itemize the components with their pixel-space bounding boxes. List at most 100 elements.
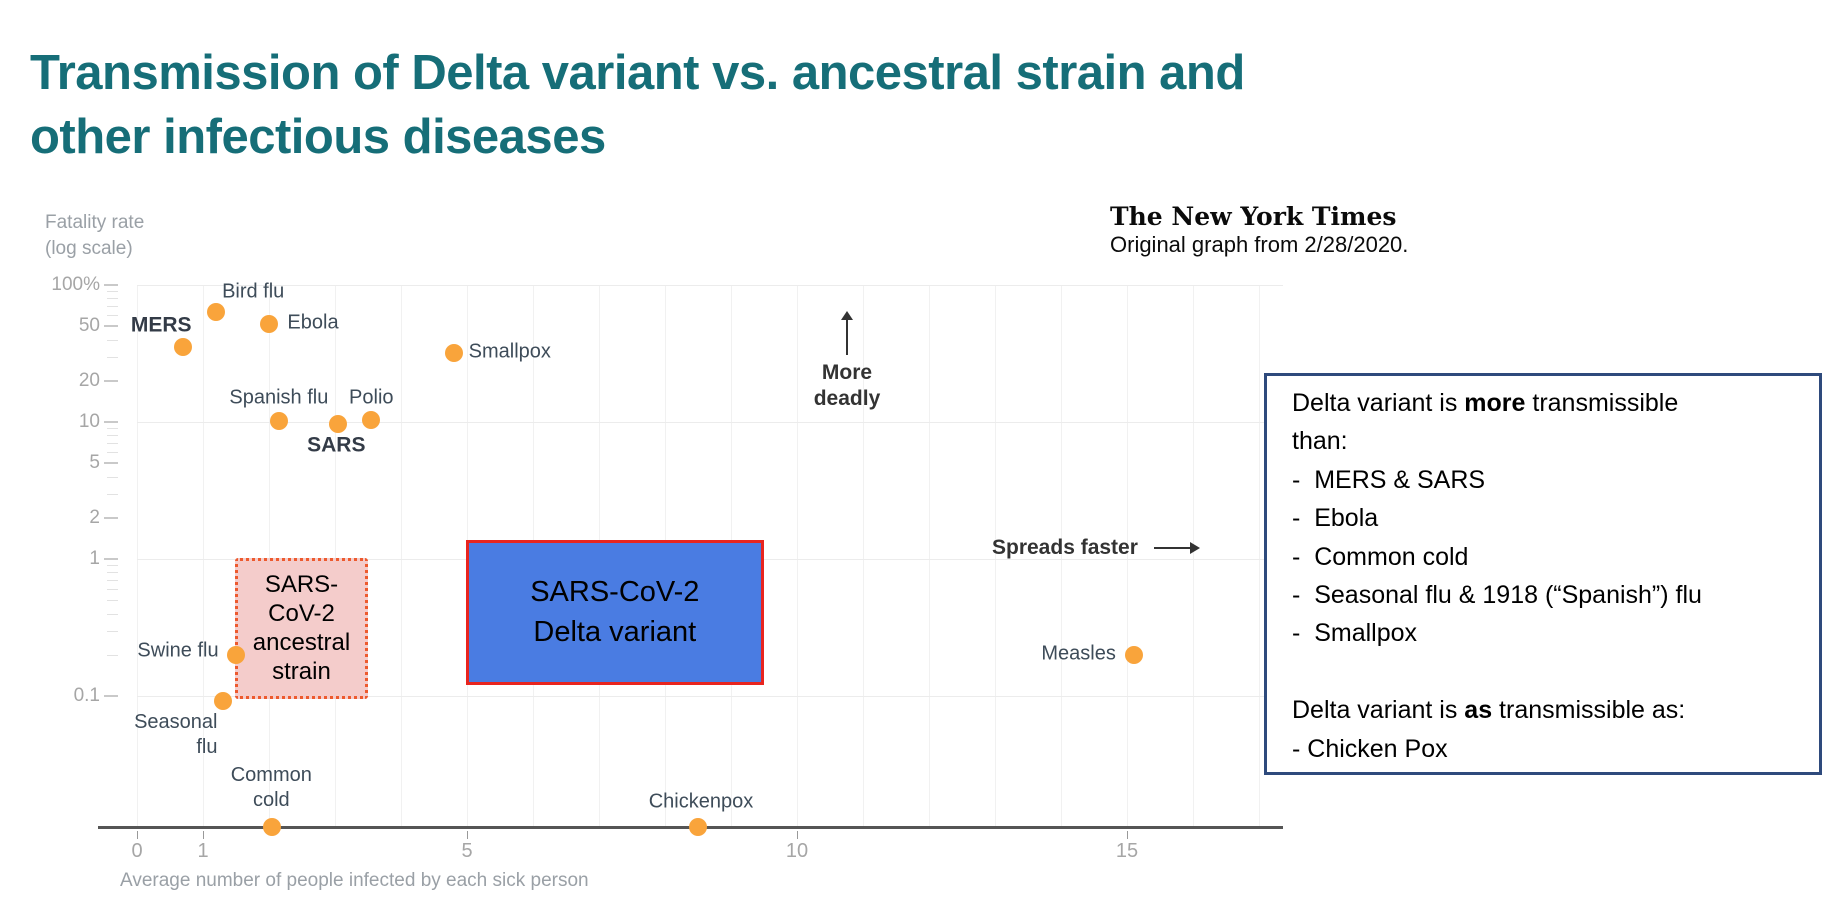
delta-variant-box-label: SARS-CoV-2 Delta variant bbox=[530, 576, 700, 649]
y-tick-label-20: 20 bbox=[78, 369, 100, 391]
attribution: The New York Times Original graph from 2… bbox=[1110, 203, 1408, 258]
data-point-sars bbox=[329, 415, 348, 434]
data-point-spanish-flu bbox=[269, 411, 288, 430]
gridline-x-17 bbox=[1259, 285, 1260, 826]
y-axis-title-line2: (log scale) bbox=[45, 238, 133, 259]
summary-panel-text: - Smallpox bbox=[1292, 619, 1418, 648]
ancestral-strain-box-label: SARS- CoV-2 ancestral strain bbox=[252, 571, 351, 686]
gridline-x-10 bbox=[797, 285, 798, 826]
summary-panel-text: - Common cold bbox=[1292, 542, 1469, 571]
summary-panel-bold-text: more bbox=[1464, 389, 1526, 417]
y-minor-tick-0.3 bbox=[107, 630, 118, 632]
y-minor-tick-90 bbox=[107, 291, 118, 293]
data-point-label-smallpox: Smallpox bbox=[468, 340, 551, 363]
y-minor-tick-7 bbox=[107, 443, 118, 445]
gridline-x-14 bbox=[1061, 285, 1062, 826]
x-tick-mark-1 bbox=[203, 831, 204, 839]
summary-panel-text bbox=[1292, 658, 1299, 686]
data-point-mers bbox=[174, 338, 193, 357]
summary-panel-text: than: bbox=[1292, 427, 1348, 456]
summary-panel-line-2: than: bbox=[1292, 422, 1819, 460]
summary-panel-text: transmissible as: bbox=[1492, 696, 1686, 725]
x-tick-label-10: 10 bbox=[785, 840, 809, 862]
gridline-x-11 bbox=[863, 285, 864, 826]
y-minor-tick-0.7 bbox=[107, 580, 118, 582]
summary-panel-line-6: - Seasonal flu & 1918 (“Spanish”) flu bbox=[1292, 576, 1819, 614]
gridline-y-0.1 bbox=[137, 696, 1283, 697]
y-tick-mark-100 bbox=[104, 284, 118, 286]
x-tick-mark-0 bbox=[137, 831, 138, 839]
y-minor-tick-0.4 bbox=[107, 613, 118, 615]
gridline-x-0 bbox=[137, 285, 138, 826]
summary-panel-line-7: - Smallpox bbox=[1292, 614, 1819, 652]
y-tick-mark-1 bbox=[104, 558, 118, 560]
summary-panel-line-8 bbox=[1292, 653, 1819, 691]
summary-panel-text: transmissible bbox=[1525, 389, 1679, 417]
data-point-polio bbox=[362, 411, 381, 430]
more-deadly-arrow-head-icon bbox=[841, 311, 853, 320]
page-title-line2: other infectious diseases bbox=[30, 109, 606, 164]
gridline-x-16 bbox=[1193, 285, 1194, 826]
summary-panel-line-1: Delta variant is more transmissible bbox=[1292, 384, 1819, 422]
gridline-x-1 bbox=[203, 285, 204, 826]
x-tick-label-1: 1 bbox=[197, 840, 209, 862]
data-point-ebola bbox=[260, 314, 278, 333]
spreads-faster-label: Spreads faster bbox=[992, 536, 1138, 559]
summary-panel-line-5: - Common cold bbox=[1292, 538, 1819, 576]
y-tick-label-2: 2 bbox=[89, 506, 100, 528]
more-deadly-arrow-line bbox=[846, 318, 848, 355]
spreads-faster-arrow-head-icon bbox=[1190, 542, 1200, 554]
page-title-line1: Transmission of Delta variant vs. ancest… bbox=[30, 45, 1245, 100]
x-tick-mark-5 bbox=[467, 831, 468, 839]
y-minor-tick-70 bbox=[107, 306, 118, 308]
page-title: Transmission of Delta variant vs. ancest… bbox=[30, 41, 1245, 169]
data-point-common-cold bbox=[263, 818, 282, 836]
attribution-note: Original graph from 2/28/2020. bbox=[1110, 232, 1409, 257]
gridline-x-12 bbox=[929, 285, 930, 826]
y-tick-label-0.1: 0.1 bbox=[73, 685, 100, 706]
data-point-label-sars: SARS bbox=[307, 433, 366, 457]
y-axis-title-line1: Fatality rate bbox=[45, 212, 145, 233]
y-minor-tick-30 bbox=[107, 356, 118, 358]
gridline-x-13 bbox=[995, 285, 996, 826]
data-point-seasonal-flu bbox=[213, 691, 232, 710]
y-tick-mark-20 bbox=[104, 379, 118, 382]
x-axis-title: Average number of people infected by eac… bbox=[120, 870, 589, 891]
summary-panel: Delta variant is more transmissible than:… bbox=[1264, 373, 1822, 775]
y-tick-label-1: 1 bbox=[89, 548, 100, 569]
data-point-label-ebola: Ebola bbox=[287, 311, 339, 334]
data-point-label-polio: Polio bbox=[349, 386, 394, 409]
delta-variant-box: SARS-CoV-2 Delta variant bbox=[465, 539, 764, 686]
ancestral-strain-box: SARS- CoV-2 ancestral strain bbox=[235, 557, 368, 700]
x-tick-label-0: 0 bbox=[131, 840, 143, 862]
data-point-label-bird-flu: Bird flu bbox=[222, 280, 285, 303]
data-point-swine-flu bbox=[227, 645, 245, 664]
data-point-label-seasonal-flu: Seasonal flu bbox=[134, 710, 218, 758]
x-tick-label-15: 15 bbox=[1115, 840, 1139, 862]
y-axis-title: Fatality rate (log scale) bbox=[45, 210, 144, 262]
y-minor-tick-6 bbox=[107, 452, 118, 454]
data-point-label-swine-flu: Swine flu bbox=[137, 639, 219, 662]
y-tick-mark-5 bbox=[104, 462, 118, 465]
y-tick-mark-0.1 bbox=[104, 695, 118, 697]
x-tick-mark-10 bbox=[797, 831, 798, 839]
y-minor-tick-40 bbox=[107, 339, 118, 341]
y-minor-tick-80 bbox=[107, 298, 118, 300]
gridline-x-15 bbox=[1127, 285, 1128, 826]
summary-panel-text: - Seasonal flu & 1918 (“Spanish”) flu bbox=[1292, 581, 1702, 610]
y-tick-mark-50 bbox=[104, 325, 118, 328]
data-point-label-chickenpox: Chickenpox bbox=[648, 790, 754, 813]
y-minor-tick-0.6 bbox=[107, 589, 118, 591]
y-minor-tick-60 bbox=[107, 315, 118, 317]
summary-panel-line-9: Delta variant is as transmissible as: bbox=[1292, 691, 1819, 729]
data-point-label-measles: Measles bbox=[1041, 642, 1116, 665]
y-minor-tick-8 bbox=[107, 435, 118, 437]
y-minor-tick-0.2 bbox=[107, 654, 118, 656]
y-minor-tick-3 bbox=[107, 493, 118, 495]
summary-panel-line-3: - MERS & SARS bbox=[1292, 461, 1819, 499]
gridline-x-2 bbox=[269, 285, 270, 826]
y-minor-tick-0.5 bbox=[107, 600, 118, 602]
data-point-chickenpox bbox=[689, 818, 707, 836]
y-tick-label-5: 5 bbox=[89, 452, 100, 474]
